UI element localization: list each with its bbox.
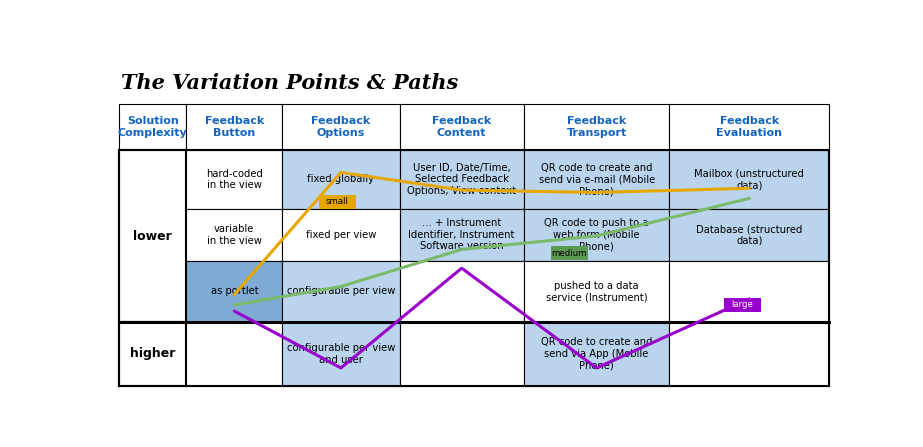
Text: variable
in the view: variable in the view bbox=[207, 224, 262, 246]
Bar bbox=[524, 209, 669, 261]
Bar bbox=[524, 150, 669, 209]
FancyBboxPatch shape bbox=[318, 194, 356, 209]
Bar bbox=[400, 104, 524, 150]
Bar bbox=[186, 261, 282, 322]
Text: QR code to create and
send via App (Mobile
Phone): QR code to create and send via App (Mobi… bbox=[541, 337, 653, 371]
FancyBboxPatch shape bbox=[551, 246, 588, 260]
Bar bbox=[669, 261, 829, 322]
Text: ... + Instrument
Identifier, Instrument
Software version: ... + Instrument Identifier, Instrument … bbox=[409, 218, 515, 252]
Text: configurable per view: configurable per view bbox=[287, 287, 395, 296]
Text: QR code to create and
send via e-mail (Mobile
Phone): QR code to create and send via e-mail (M… bbox=[538, 163, 654, 196]
Text: Solution
Complexity: Solution Complexity bbox=[118, 116, 187, 138]
Bar bbox=[524, 322, 669, 386]
Text: The Variation Points & Paths: The Variation Points & Paths bbox=[121, 72, 459, 93]
Bar bbox=[669, 209, 829, 261]
Bar bbox=[669, 322, 829, 386]
Bar bbox=[400, 322, 524, 386]
Text: hard-coded
in the view: hard-coded in the view bbox=[206, 169, 263, 190]
Text: fixed globally: fixed globally bbox=[307, 174, 375, 185]
Text: Feedback
Button: Feedback Button bbox=[205, 116, 264, 138]
Bar bbox=[282, 261, 400, 322]
Bar bbox=[119, 150, 186, 322]
Text: Mailbox (unstructured
data): Mailbox (unstructured data) bbox=[694, 169, 804, 190]
Text: pushed to a data
service (Instrument): pushed to a data service (Instrument) bbox=[545, 281, 647, 302]
Bar bbox=[282, 322, 400, 386]
Bar bbox=[186, 209, 282, 261]
Bar bbox=[186, 150, 282, 209]
Text: lower: lower bbox=[133, 230, 172, 243]
Bar bbox=[524, 261, 669, 322]
Text: fixed per view: fixed per view bbox=[306, 230, 376, 240]
FancyBboxPatch shape bbox=[724, 298, 761, 312]
Bar bbox=[282, 150, 400, 209]
Text: Feedback
Options: Feedback Options bbox=[311, 116, 370, 138]
Bar bbox=[282, 104, 400, 150]
Bar bbox=[669, 150, 829, 209]
Bar bbox=[400, 150, 524, 209]
Text: large: large bbox=[731, 300, 753, 309]
Text: configurable per view
and user: configurable per view and user bbox=[287, 343, 395, 365]
Bar bbox=[119, 104, 186, 150]
Text: QR code to push to a
web form (Mobile
Phone): QR code to push to a web form (Mobile Ph… bbox=[545, 218, 649, 252]
Text: Feedback
Transport: Feedback Transport bbox=[567, 116, 627, 138]
Bar bbox=[186, 322, 282, 386]
Bar bbox=[282, 209, 400, 261]
Text: small: small bbox=[326, 198, 349, 207]
Text: Database (structured
data): Database (structured data) bbox=[696, 224, 802, 246]
Bar bbox=[400, 209, 524, 261]
Text: higher: higher bbox=[130, 347, 175, 360]
Bar bbox=[186, 104, 282, 150]
Bar bbox=[524, 104, 669, 150]
Text: Feedback
Content: Feedback Content bbox=[432, 116, 491, 138]
Text: User ID, Date/Time,
Selected Feedback
Options, View context: User ID, Date/Time, Selected Feedback Op… bbox=[407, 163, 516, 196]
Text: as portlet: as portlet bbox=[210, 287, 258, 296]
Text: medium: medium bbox=[552, 249, 587, 257]
Bar bbox=[400, 261, 524, 322]
Text: Feedback
Evaluation: Feedback Evaluation bbox=[716, 116, 783, 138]
Bar bbox=[119, 322, 186, 386]
Bar bbox=[669, 104, 829, 150]
